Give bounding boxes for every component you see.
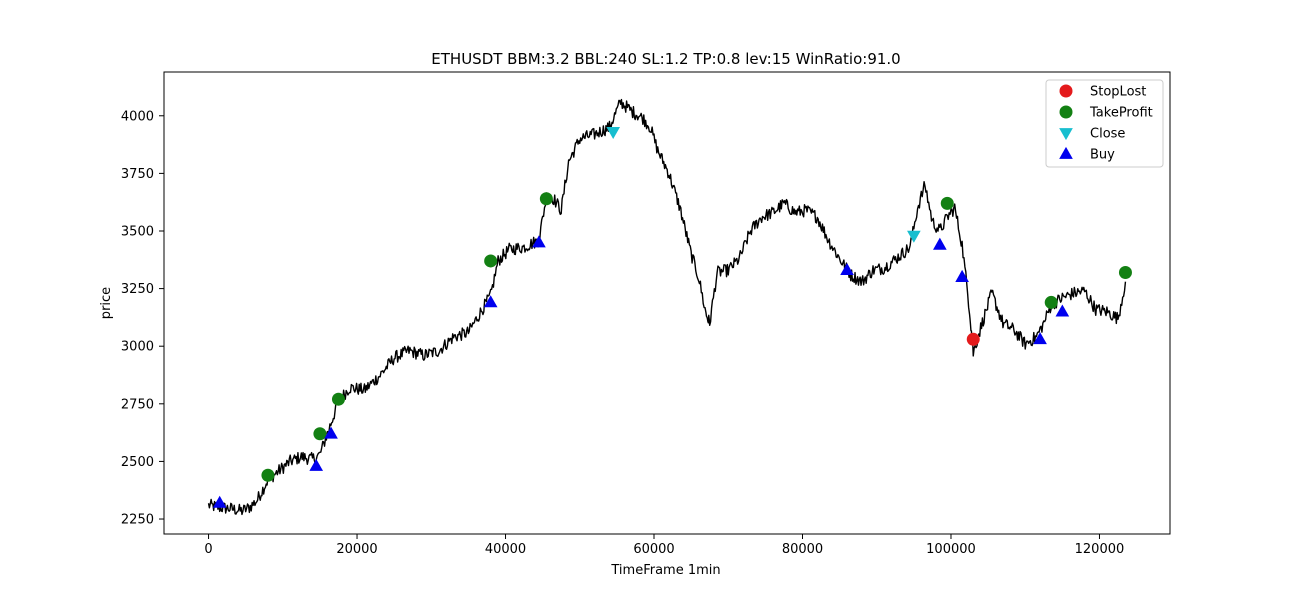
close-marker bbox=[606, 127, 620, 140]
x-tick-label: 40000 bbox=[485, 542, 526, 557]
buy-marker bbox=[1055, 304, 1070, 317]
x-tick-label: 60000 bbox=[633, 542, 674, 557]
plot-frame bbox=[163, 71, 1171, 535]
chart-title: ETHUSDT BBM:3.2 BBL:240 SL:1.2 TP:0.8 le… bbox=[431, 50, 900, 68]
close-legend-icon bbox=[1059, 128, 1073, 141]
y-tick-label: 2250 bbox=[121, 513, 154, 528]
stoplost-legend-icon bbox=[1059, 84, 1073, 98]
x-tick-label: 80000 bbox=[782, 542, 823, 557]
takeprofit-marker bbox=[539, 192, 553, 206]
legend-label: Close bbox=[1090, 127, 1125, 142]
buy-marker bbox=[955, 269, 969, 282]
buy-marker bbox=[933, 237, 947, 250]
y-tick-label: 2750 bbox=[121, 397, 154, 412]
chart-legend: StopLost TakeProfit Close Buy bbox=[1045, 79, 1164, 168]
legend-label: TakeProfit bbox=[1089, 106, 1153, 121]
takeprofit-marker bbox=[331, 392, 345, 406]
legend-label: Buy bbox=[1090, 148, 1115, 163]
buy-marker bbox=[309, 458, 324, 471]
close-marker bbox=[907, 230, 921, 243]
takeprofit-marker bbox=[1118, 265, 1132, 279]
takeprofit-marker bbox=[940, 196, 954, 210]
legend-box bbox=[1045, 79, 1164, 168]
axis-ticks: 0 20000 40000 60000 80000 100000 120000 2250 250… bbox=[121, 109, 1124, 557]
y-tick-label: 3500 bbox=[121, 224, 154, 239]
takeprofit-marker bbox=[484, 254, 498, 268]
stoplost-marker bbox=[966, 332, 980, 346]
x-tick-label: 0 bbox=[204, 542, 212, 557]
buy-marker bbox=[483, 295, 498, 308]
buy-marker bbox=[840, 263, 854, 276]
takeprofit-marker bbox=[261, 468, 275, 482]
takeprofit-marker bbox=[1044, 295, 1058, 309]
y-tick-label: 2500 bbox=[121, 455, 154, 470]
x-tick-label: 100000 bbox=[926, 542, 976, 557]
y-tick-label: 3000 bbox=[121, 340, 154, 355]
takeprofit-marker bbox=[313, 427, 327, 441]
buy-legend-icon bbox=[1059, 146, 1073, 159]
y-tick-label: 3750 bbox=[121, 167, 154, 182]
x-axis-label: TimeFrame 1min bbox=[610, 563, 720, 578]
trade-markers bbox=[212, 127, 1132, 508]
y-tick-label: 4000 bbox=[121, 109, 154, 124]
legend-label: StopLost bbox=[1090, 85, 1146, 100]
y-axis-label: price bbox=[99, 287, 114, 319]
y-tick-label: 3250 bbox=[121, 282, 154, 297]
takeprofit-legend-icon bbox=[1059, 105, 1073, 119]
buy-marker bbox=[532, 235, 546, 248]
buy-marker bbox=[212, 495, 227, 508]
x-tick-label: 20000 bbox=[336, 542, 377, 557]
buy-marker bbox=[324, 426, 338, 439]
buy-marker bbox=[1033, 332, 1047, 345]
x-tick-label: 120000 bbox=[1075, 542, 1125, 557]
